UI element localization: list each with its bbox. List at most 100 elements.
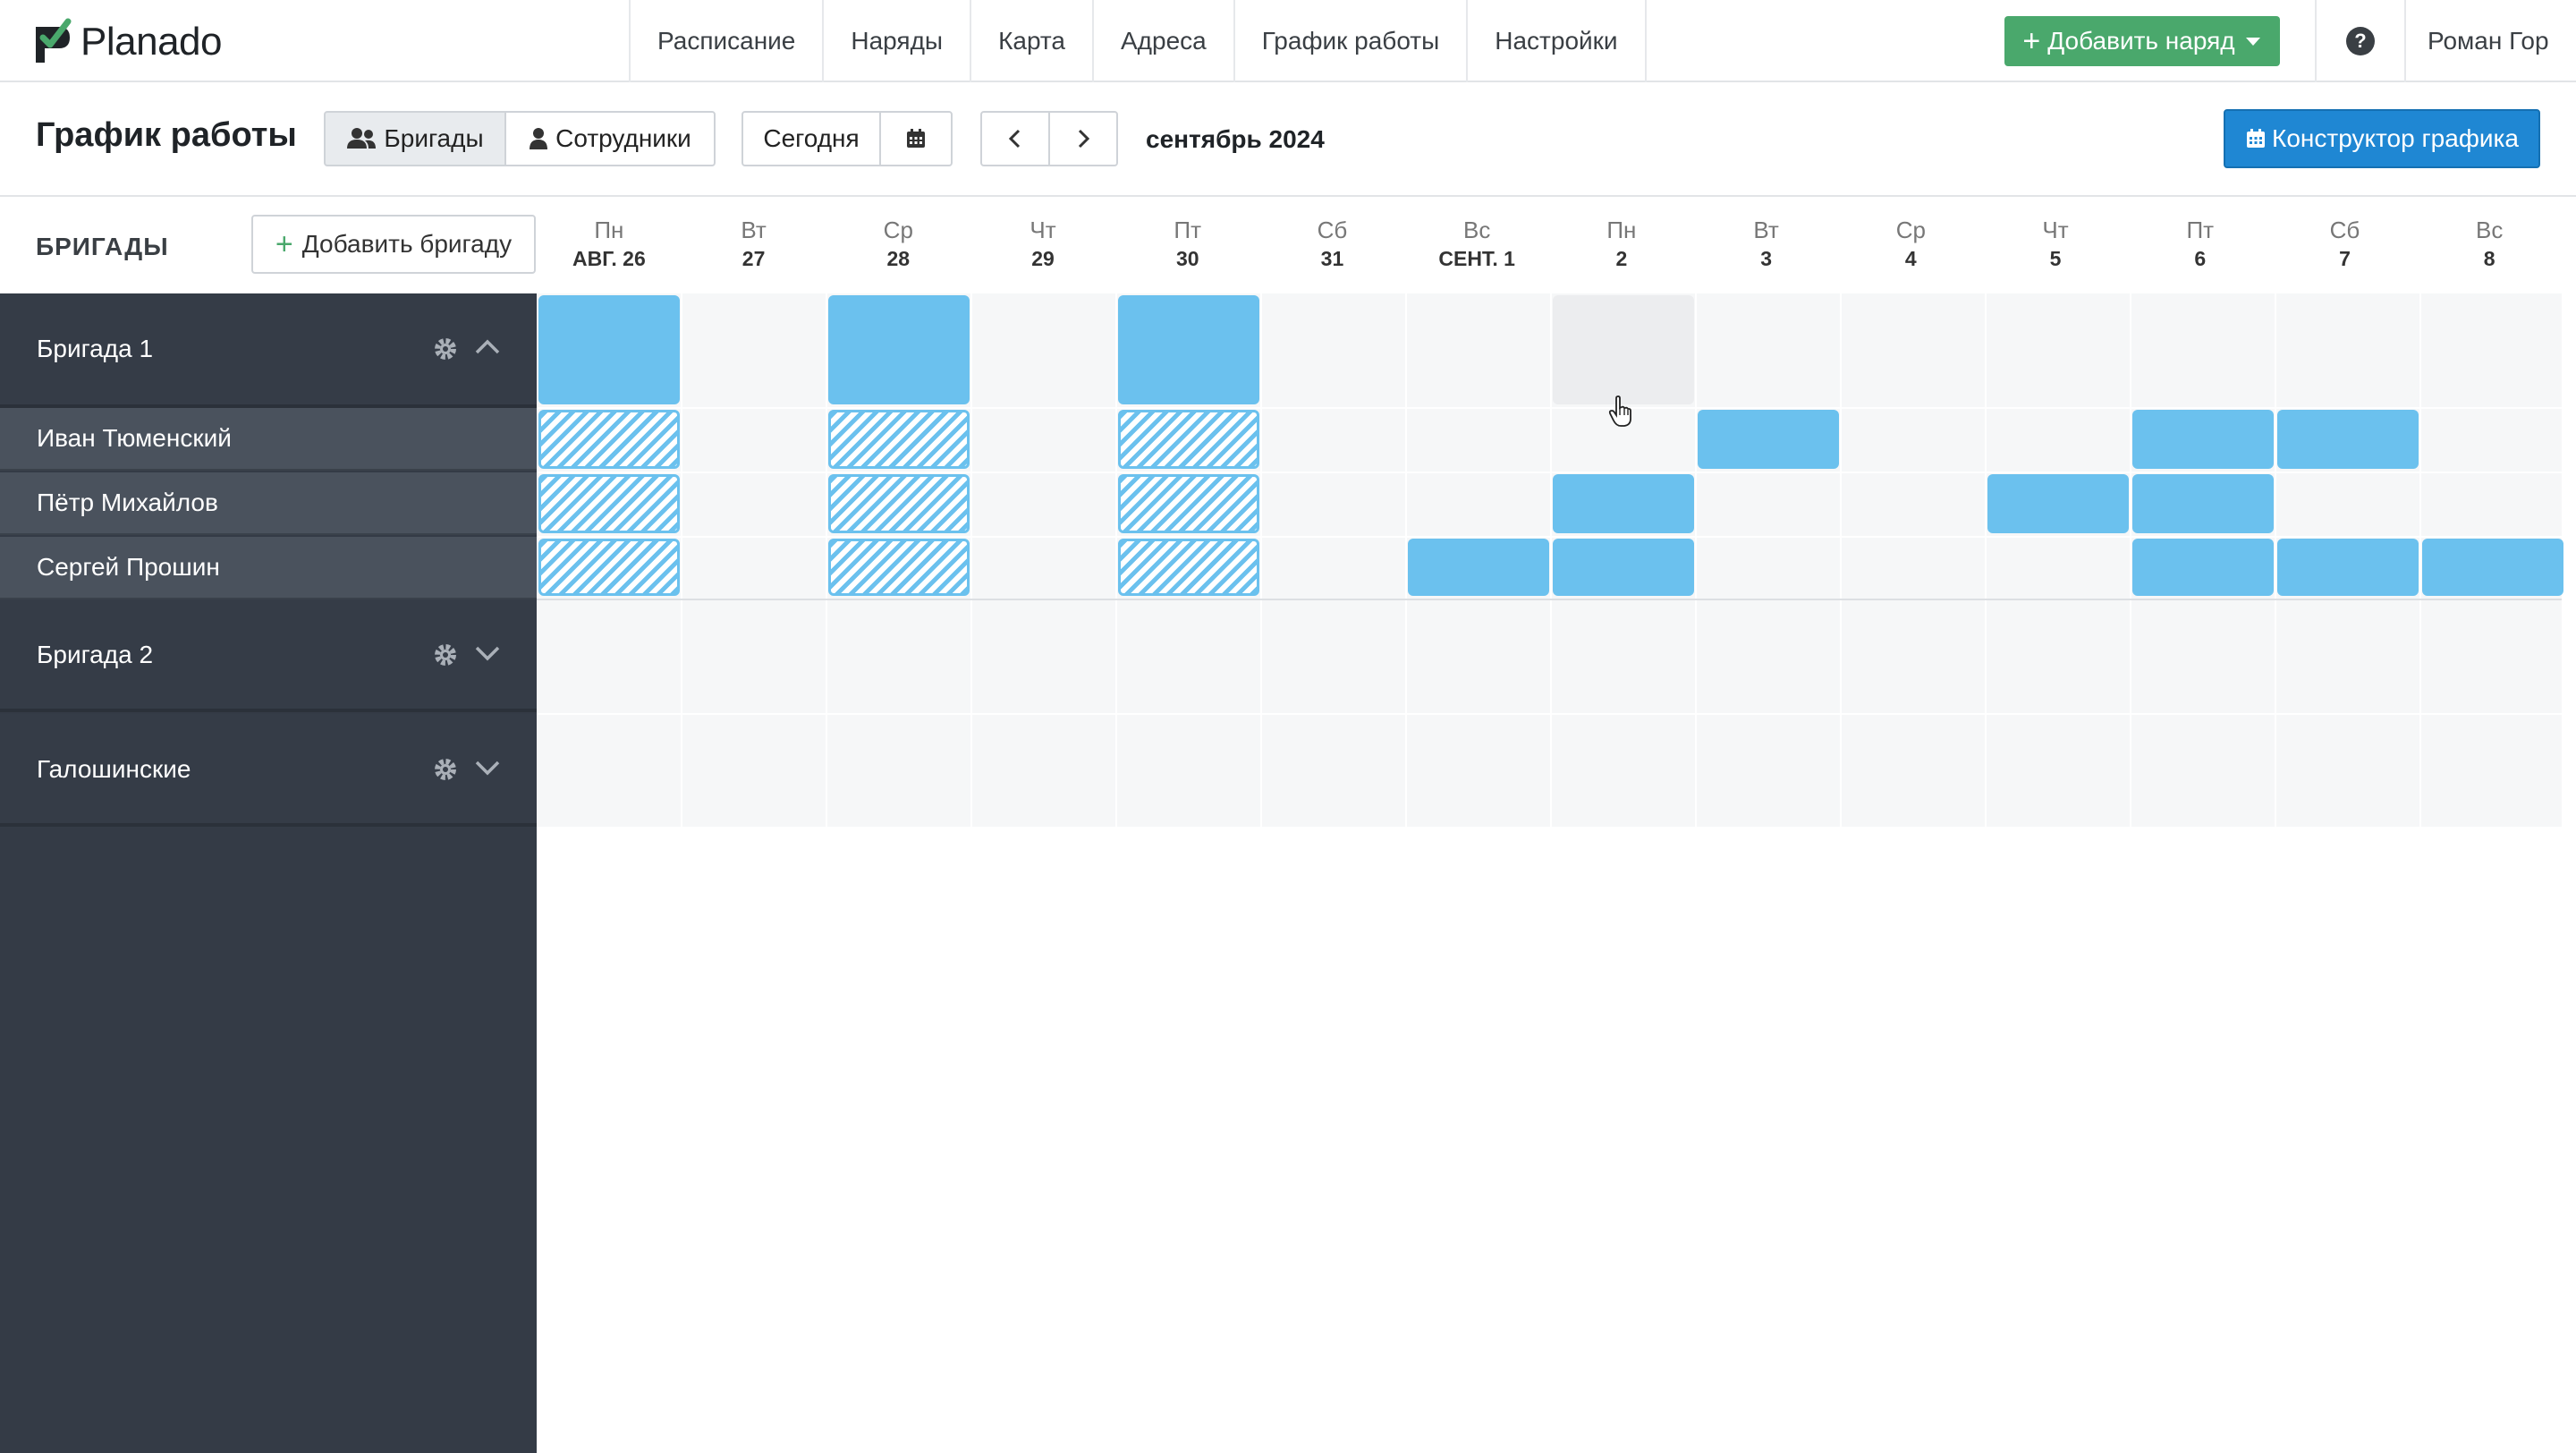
brigade-row[interactable]: Бригада 2 [0,599,537,712]
menu-item-orders[interactable]: Наряды [824,0,972,82]
inherited-shift-cell[interactable] [1118,410,1259,469]
inherited-shift-cell[interactable] [828,539,970,596]
view-brigades-button[interactable]: Бригады [324,111,506,166]
gear-icon[interactable] [433,757,458,782]
menu-item-addresses[interactable]: Адреса [1094,0,1235,82]
day-name: Пт [1174,217,1202,243]
user-name[interactable]: Роман Гор [2428,27,2549,55]
employee-shift-cell[interactable] [2132,410,2274,469]
grid-row-divider [537,536,2562,538]
brigades-sidebar: Бригада 1 Иван Тюменский Пётр Михайлов С… [0,293,537,1453]
calendar-icon [2247,129,2266,148]
schedule-grid [537,293,2563,827]
employee-shift-cell[interactable] [2277,410,2419,469]
chevron-down-icon[interactable] [474,759,501,777]
grid-column-divider [1260,293,1262,827]
inherited-shift-cell[interactable] [828,474,970,533]
employee-shift-cell[interactable] [1408,539,1549,596]
inherited-shift-cell[interactable] [538,474,680,533]
day-column-header: Ср 4 [1838,197,1983,293]
user-icon [530,128,548,149]
day-date: АВГ. 26 [572,247,646,270]
current-month-label: сентябрь 2024 [1146,125,1325,153]
menu-item-work-schedule[interactable]: График работы [1235,0,1469,82]
schedule-constructor-button[interactable]: Конструктор графика [2224,109,2540,168]
day-name: Вт [741,217,767,243]
day-name: Вс [1463,217,1491,243]
employee-shift-cell[interactable] [1698,410,1839,469]
employee-row[interactable]: Пётр Михайлов [0,472,537,535]
day-name: Ср [883,217,913,243]
day-name: Пт [2186,217,2215,243]
day-name: Сб [2329,217,2360,243]
chevron-down-icon[interactable] [474,644,501,662]
view-brigades-label: Бригады [384,124,484,152]
day-date: 27 [741,247,766,270]
menu-item-schedule[interactable]: Расписание [631,0,825,82]
plus-icon: + [275,226,293,261]
calendar-button[interactable] [879,111,953,166]
employee-shift-cell[interactable] [1553,539,1694,596]
today-button[interactable]: Сегодня [741,111,881,166]
employee-shift-cell[interactable] [1553,474,1694,533]
day-name: Сб [1317,217,1348,243]
hovered-day-cell[interactable] [1553,295,1694,404]
inherited-shift-cell[interactable] [1118,539,1259,596]
employee-shift-cell[interactable] [2277,539,2419,596]
employee-row[interactable]: Сергей Прошин [0,537,537,599]
brigade-name: Бригада 1 [37,335,154,362]
day-name: Пн [1606,217,1637,243]
grid-column-divider [2419,293,2421,827]
day-column-header: Чт 29 [970,197,1115,293]
employee-shift-cell[interactable] [2422,539,2563,596]
day-name: Чт [1030,217,1056,243]
employee-row[interactable]: Иван Тюменский [0,408,537,471]
brigade-shift-cell[interactable] [1118,295,1259,404]
menu-item-map[interactable]: Карта [971,0,1094,82]
brigade-shift-cell[interactable] [828,295,970,404]
grid-column-divider [2275,293,2276,827]
grid-column-divider [1985,293,1987,827]
grid-column-divider [1550,293,1552,827]
chevron-up-icon[interactable] [474,338,501,356]
view-employees-label: Сотрудники [555,124,691,152]
grid-column-divider [1115,293,1117,827]
day-date: 3 [1760,247,1772,270]
day-column-header: Пн АВГ. 26 [537,197,682,293]
day-column-header: Пт 6 [2128,197,2273,293]
inherited-shift-cell[interactable] [1118,474,1259,533]
menu-item-settings[interactable]: Настройки [1468,0,1647,82]
grid-row-divider [537,407,2562,409]
day-column-header: Пт 30 [1115,197,1260,293]
employee-shift-cell[interactable] [2132,474,2274,533]
day-column-header: Вс СЕНТ. 1 [1404,197,1549,293]
logo-text: Planado [80,20,222,64]
employee-shift-cell[interactable] [2132,539,2274,596]
inherited-shift-cell[interactable] [538,410,680,469]
brigade-row[interactable]: Бригада 1 [0,293,537,408]
day-column-header: Чт 5 [1983,197,2128,293]
caret-down-icon [2245,38,2260,46]
inherited-shift-cell[interactable] [538,539,680,596]
brigade-row[interactable]: Галошинские [0,714,537,827]
day-date: 28 [886,247,911,270]
add-order-button[interactable]: + Добавить наряд [2004,16,2280,66]
brigade-shift-cell[interactable] [538,295,680,404]
next-period-button[interactable] [1048,111,1118,166]
brigade-name: Бригада 2 [37,641,154,668]
help-button[interactable]: ? [2315,0,2406,82]
grid-column-divider [1405,293,1407,827]
day-date: 6 [2194,247,2207,270]
add-brigade-button[interactable]: + Добавить бригаду [251,215,536,274]
gear-icon[interactable] [433,642,458,667]
inherited-shift-cell[interactable] [828,410,970,469]
view-employees-button[interactable]: Сотрудники [504,111,716,166]
day-date: 7 [2339,247,2351,270]
day-name: Ср [1895,217,1926,243]
calendar-icon [907,129,925,148]
grid-row-divider [537,713,2562,715]
prev-period-button[interactable] [980,111,1050,166]
planado-logo[interactable]: Planado [32,16,222,68]
employee-shift-cell[interactable] [1987,474,2129,533]
gear-icon[interactable] [433,336,458,361]
